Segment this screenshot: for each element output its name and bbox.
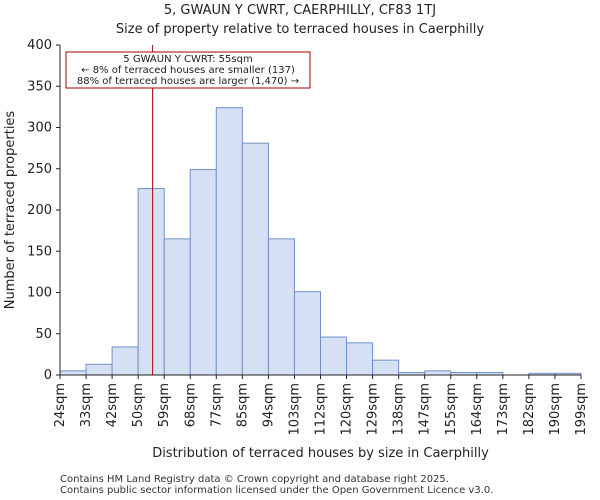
x-tick-label: 120sqm (340, 383, 355, 436)
y-tick-label: 50 (35, 327, 52, 342)
x-tick-label: 68sqm (183, 383, 198, 427)
marker-group: 5 GWAUN Y CWRT: 55sqm← 8% of terraced ho… (65, 45, 311, 375)
annotation-line-2: ← 8% of terraced houses are smaller (137… (81, 65, 295, 76)
x-tick-label: 199sqm (574, 383, 589, 436)
x-tick-label: 129sqm (366, 383, 381, 436)
x-tick-label: 50sqm (131, 383, 146, 427)
y-axis-label: Number of terraced properties (3, 111, 18, 310)
y-tick-label: 400 (27, 38, 52, 53)
x-tick-label: 94sqm (261, 383, 276, 427)
axes-group: 0 50 100 150 200 250 300 350 400 24sqm 33sqm 42sqm 5… (3, 38, 589, 461)
x-tick-label: 42sqm (105, 383, 120, 427)
y-tick-label: 350 (27, 79, 52, 94)
bar-68sqm (189, 169, 217, 376)
footer-copyright: Contains HM Land Registry data © Crown c… (60, 474, 449, 485)
x-tick-label: 77sqm (209, 383, 224, 427)
annotation-line-3: 88% of terraced houses are larger (1,470… (77, 76, 299, 87)
x-tick-label: 59sqm (157, 383, 172, 427)
x-tick-label: 24sqm (53, 383, 68, 427)
chart-subtitle: Size of property relative to terraced ho… (115, 22, 485, 37)
y-tick-label: 200 (27, 203, 52, 218)
x-tick-label: 164sqm (470, 383, 485, 436)
x-tick-label: 112sqm (314, 383, 329, 436)
bars-group (59, 107, 582, 376)
y-tick-label: 300 (27, 121, 52, 136)
x-tick-label: 103sqm (287, 383, 302, 436)
bar-112sqm (320, 336, 348, 376)
x-tick-label: 138sqm (392, 383, 407, 436)
bar-42sqm (111, 346, 139, 376)
bar-50sqm (137, 188, 165, 376)
x-tick-label: 190sqm (548, 383, 563, 436)
bar-147sqm (424, 370, 452, 376)
chart-title: 5, GWAUN Y CWRT, CAERPHILLY, CF83 1TJ (163, 3, 437, 18)
histogram-chart: 0 50 100 150 200 250 300 350 400 24sqm 33sqm 42sqm 5… (3, 38, 589, 461)
bar-85sqm (241, 142, 269, 376)
bar-94sqm (267, 238, 295, 376)
x-tick-label: 85sqm (235, 383, 250, 427)
x-tick-label: 173sqm (496, 383, 511, 436)
x-tick-label: 33sqm (79, 383, 94, 427)
bar-129sqm (372, 359, 400, 376)
bar-77sqm (215, 107, 243, 376)
bar-24sqm (59, 370, 87, 376)
x-axis-label: Distribution of terraced houses by size … (152, 446, 489, 461)
annotation-line-1: 5 GWAUN Y CWRT: 55sqm (123, 54, 252, 65)
bar-33sqm (85, 363, 113, 376)
footer-licence: Contains public sector information licen… (60, 485, 494, 496)
bar-120sqm (346, 342, 374, 376)
y-tick-label: 0 (44, 368, 52, 383)
x-tick-label: 182sqm (522, 383, 537, 436)
y-tick-label: 150 (27, 244, 52, 259)
bar-59sqm (163, 238, 191, 376)
x-tick-label: 147sqm (418, 383, 433, 436)
bar-103sqm (293, 291, 322, 376)
y-tick-label: 100 (27, 286, 52, 301)
y-tick-label: 250 (27, 162, 52, 177)
x-tick-label: 155sqm (444, 383, 459, 436)
annotation-box (65, 51, 311, 89)
